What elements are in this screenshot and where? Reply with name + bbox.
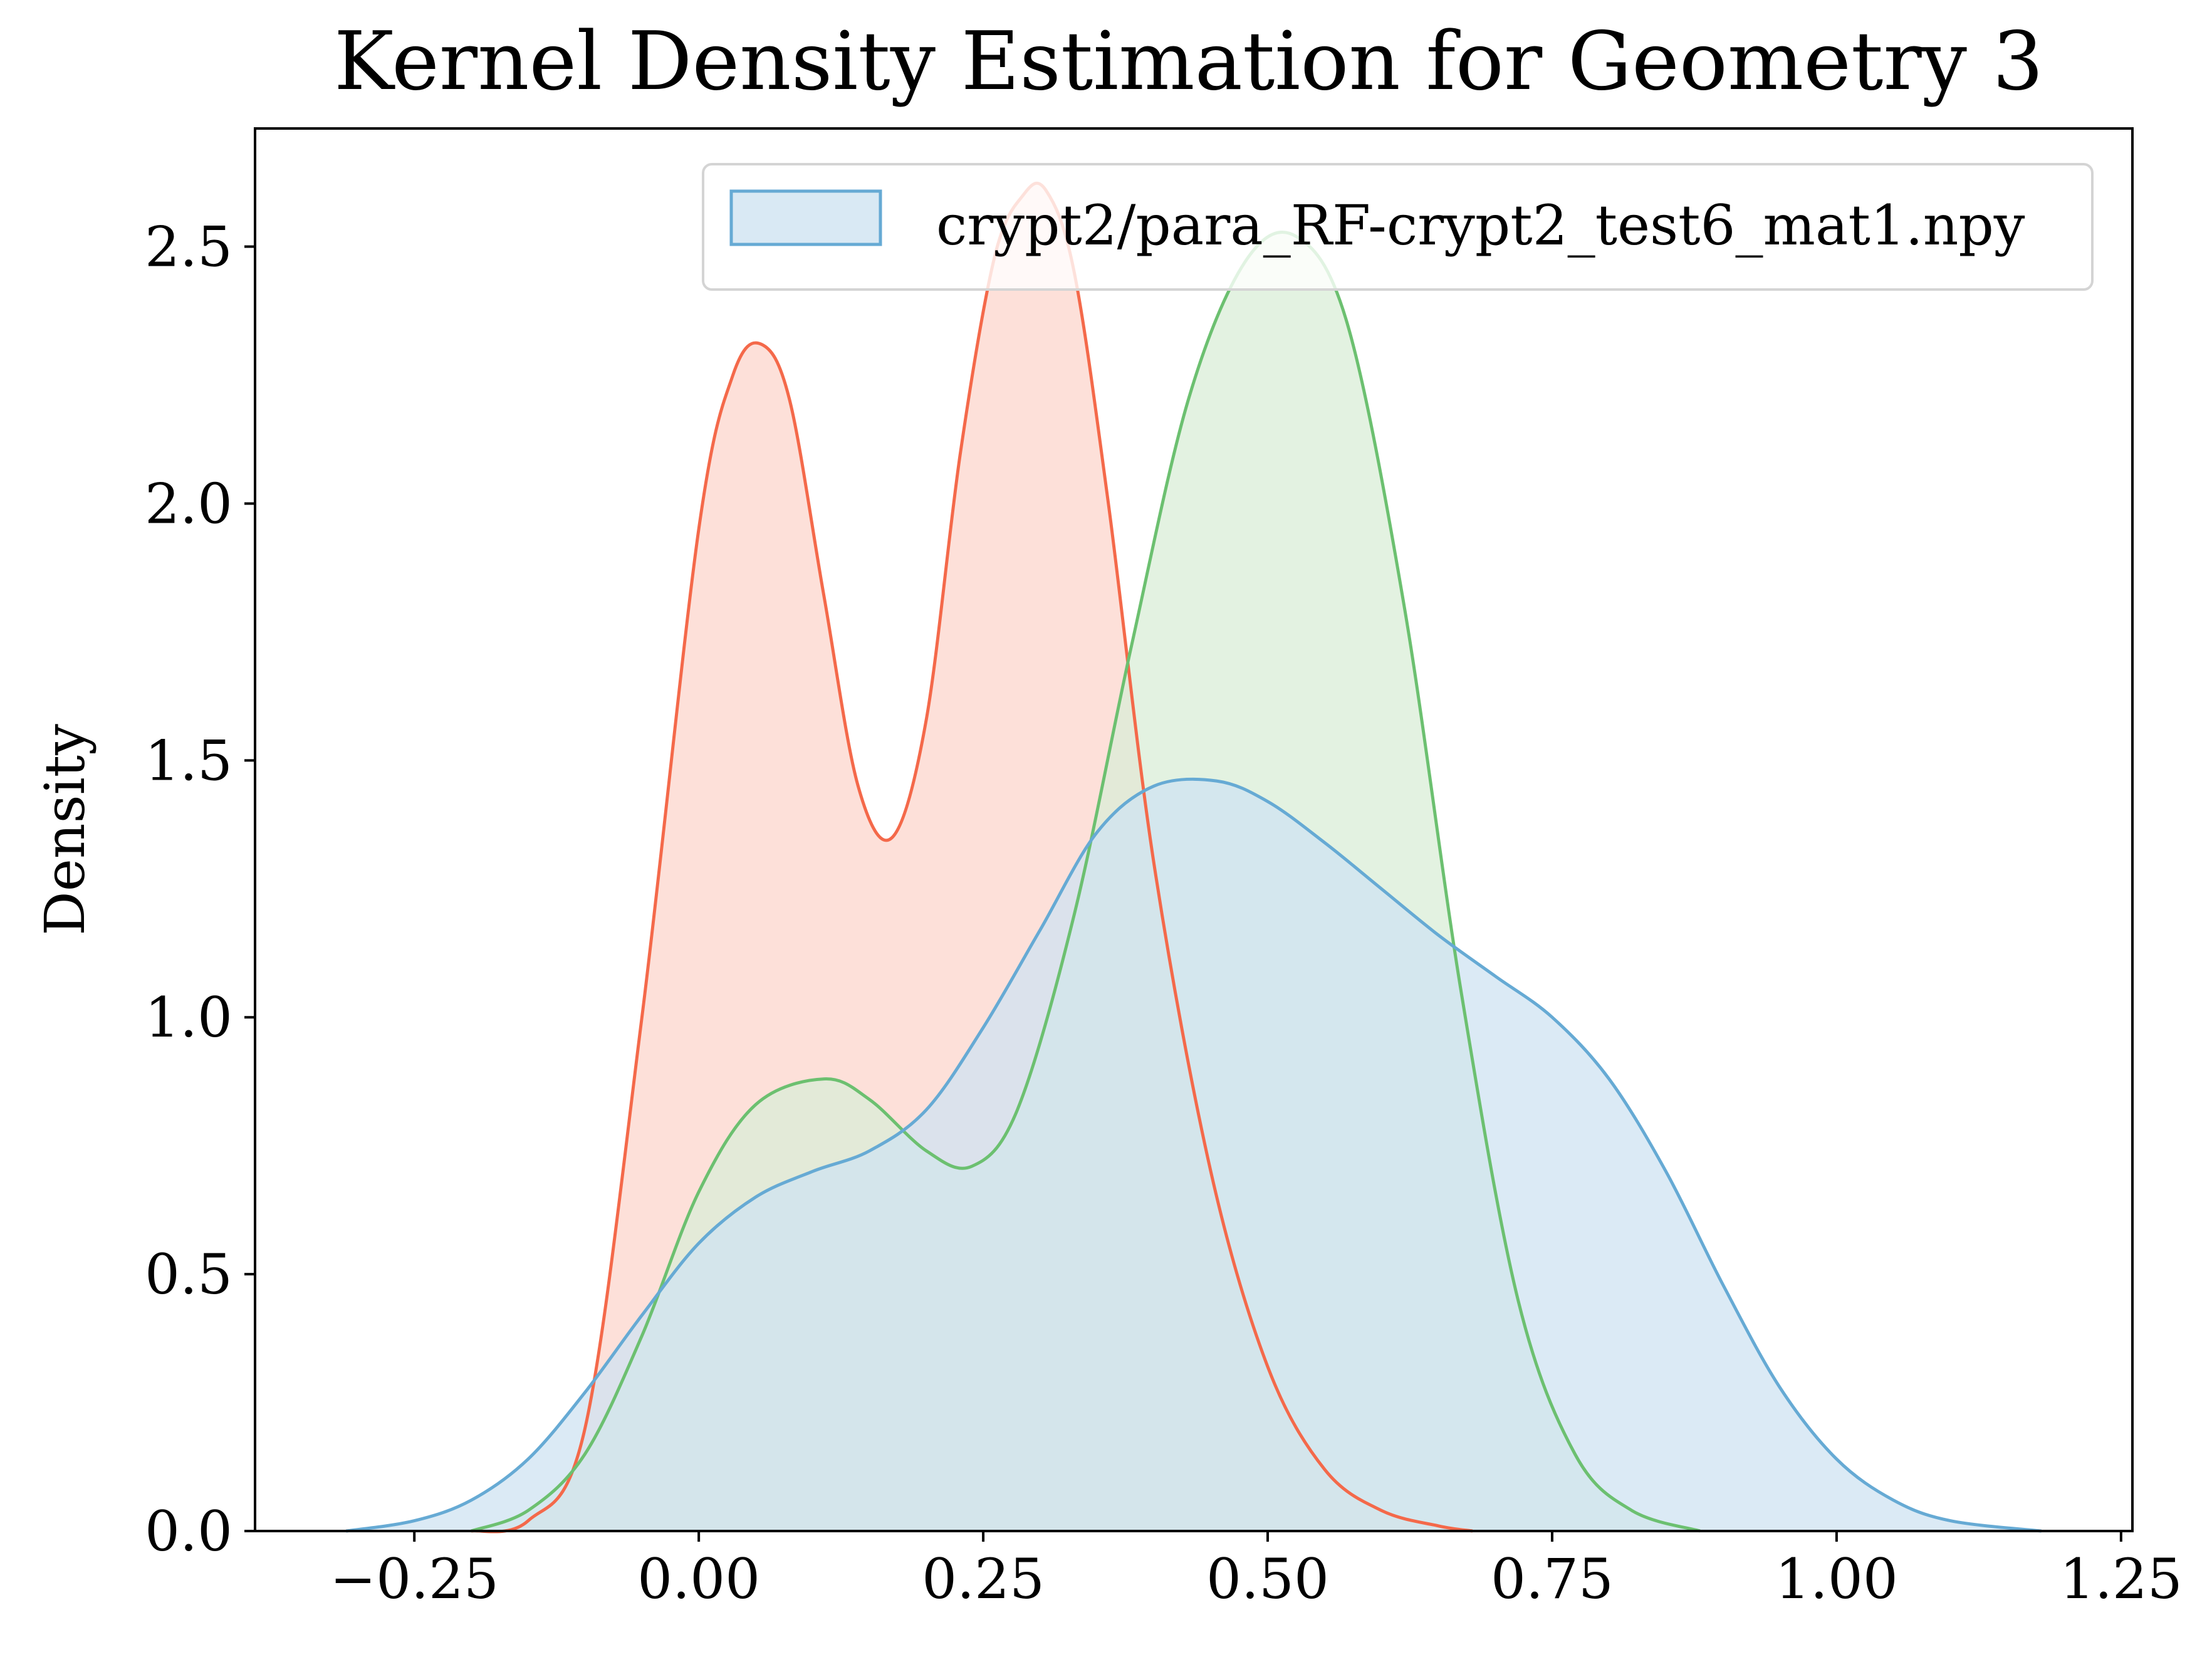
plot-series-group bbox=[345, 181, 2042, 1534]
legend-swatch bbox=[729, 189, 882, 246]
x-tick-label: 1.25 bbox=[2060, 1547, 2183, 1611]
y-tick-label: 1.0 bbox=[145, 985, 232, 1050]
y-axis-label: Density bbox=[33, 724, 97, 936]
plot-frame bbox=[254, 127, 2134, 1532]
y-tick-label: 0.0 bbox=[145, 1499, 232, 1564]
y-tick-label: 0.5 bbox=[145, 1242, 232, 1307]
y-tick-label: 2.5 bbox=[145, 215, 232, 280]
kde-line-series-1 bbox=[471, 181, 1473, 1534]
x-tick-label: 0.50 bbox=[1206, 1547, 1329, 1611]
legend-box bbox=[702, 163, 2094, 291]
y-tick-label: 2.0 bbox=[145, 471, 232, 536]
kde-line-series-3 bbox=[345, 777, 2042, 1533]
y-axis: 0.0 0.5 1.0 1.5 2.0 2.5 bbox=[145, 215, 255, 1564]
legend: crypt2/para_RF-crypt2_test6_mat1.npy bbox=[702, 163, 2094, 291]
x-axis: −0.25 0.00 0.25 0.50 0.75 1.00 1.25 bbox=[330, 1531, 2183, 1611]
x-tick-label: 0.00 bbox=[637, 1547, 760, 1611]
kde-line-series-2 bbox=[471, 230, 1701, 1533]
chart-title: Kernel Density Estimation for Geometry 3 bbox=[334, 15, 2043, 108]
legend-entry-label: crypt2/para_RF-crypt2_test6_mat1.npy bbox=[936, 193, 2025, 258]
x-tick-label: 1.00 bbox=[1775, 1547, 1898, 1611]
x-tick-label: 0.25 bbox=[922, 1547, 1045, 1611]
series-fills bbox=[346, 183, 2042, 1532]
x-tick-label: 0.75 bbox=[1491, 1547, 1614, 1611]
series-lines bbox=[345, 181, 2042, 1534]
kde-area-series-3 bbox=[346, 779, 2042, 1531]
y-tick-label: 1.5 bbox=[145, 728, 232, 793]
x-tick-label: −0.25 bbox=[330, 1547, 499, 1611]
